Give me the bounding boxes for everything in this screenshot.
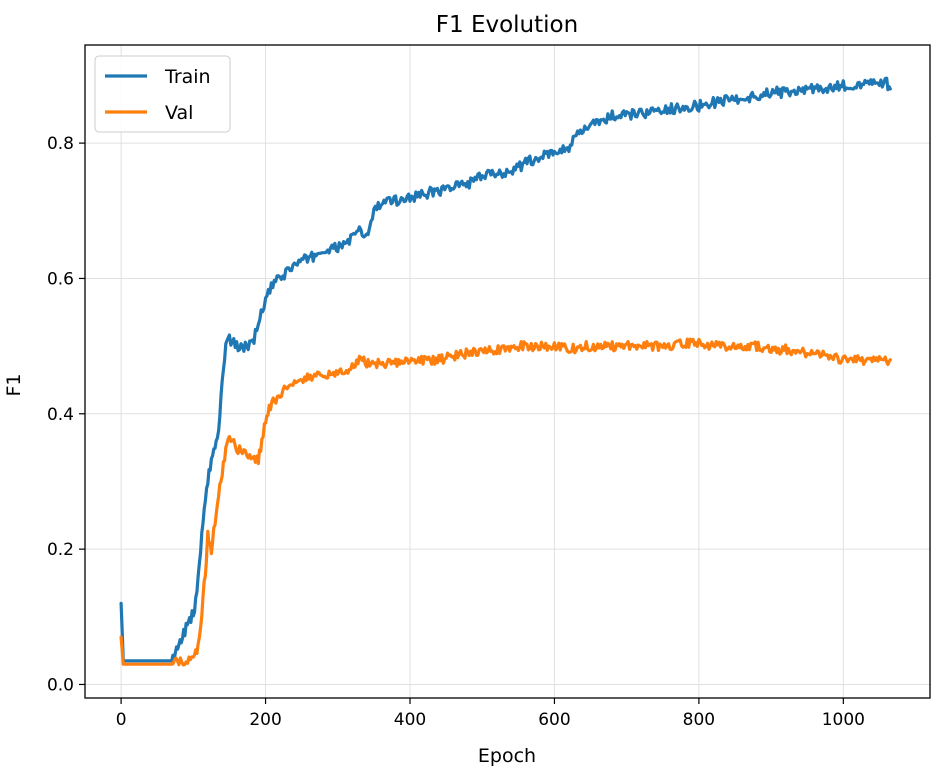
x-tick-label: 600 [538,710,570,730]
y-tick-label: 0.2 [47,540,74,560]
x-tick-label: 200 [249,710,281,730]
axis-ticks: 0 200 400 600 800 1000 0.0 0.2 0.4 0.6 0.8 [47,134,865,730]
plot-series [119,76,892,667]
legend-label-train: Train [164,66,211,88]
chart-title: F1 Evolution [436,12,578,38]
x-axis-title: Epoch [478,745,536,767]
y-tick-label: 0.8 [47,134,74,154]
y-axis-title: F1 [3,373,25,396]
y-tick-label: 0.6 [47,269,74,289]
series-line-val [119,337,892,667]
plot-frame [84,44,931,699]
x-tick-label: 1000 [822,710,865,730]
legend: Train Val [94,55,231,133]
legend-label-val: Val [165,102,193,124]
y-tick-label: 0.0 [47,675,74,695]
series-line-train [119,76,892,663]
x-tick-label: 800 [683,710,715,730]
x-tick-label: 0 [116,710,127,730]
y-tick-label: 0.4 [47,405,74,425]
grid-lines [85,45,930,698]
x-tick-label: 400 [394,710,426,730]
